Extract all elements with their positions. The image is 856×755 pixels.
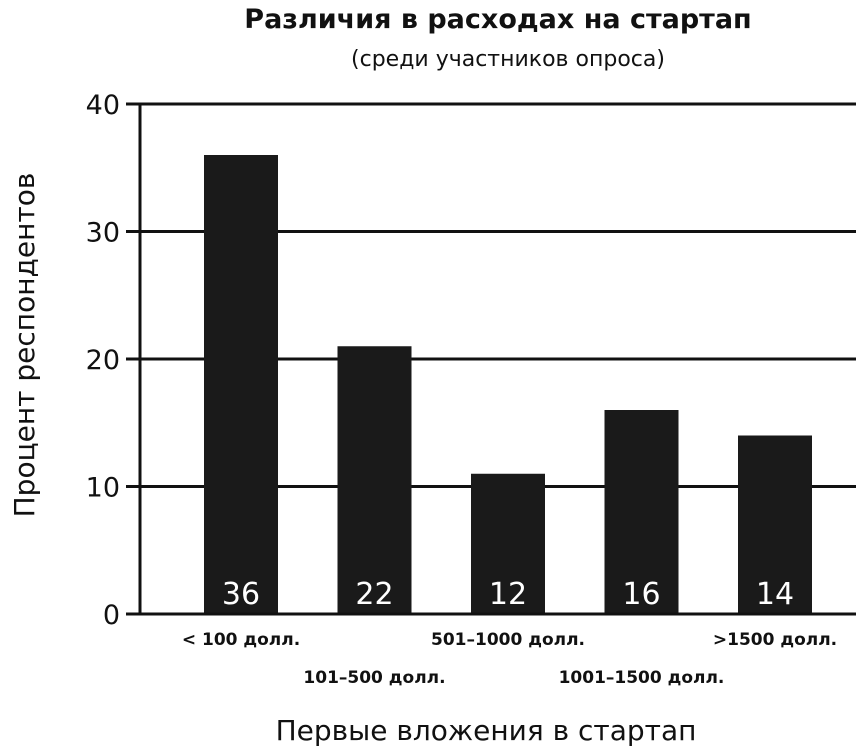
y-tick-label: 10 (86, 473, 120, 504)
x-tick-labels: < 100 долл.101–500 долл. 501–1000 долл. 10… (182, 630, 837, 688)
x-axis-label: Первые вложения в стартап (276, 714, 697, 747)
bar (604, 410, 679, 614)
y-tick-label: 40 (86, 90, 120, 121)
bar-value-label: 22 (355, 577, 393, 612)
bar-value-label: 14 (756, 577, 794, 612)
bar-value-label: 36 (222, 577, 260, 612)
x-tick-label: 101–500 долл. (303, 668, 445, 688)
bar (738, 435, 812, 614)
bar-value-label: 16 (622, 577, 660, 612)
bar-value-label: 12 (489, 577, 527, 612)
bar (337, 346, 412, 614)
y-tick-label: 30 (86, 218, 120, 249)
x-tick-label: 1001–1500 долл. (559, 668, 725, 688)
chart-subtitle: (среди участников опроса) (351, 47, 665, 72)
x-tick-label: 501–1000 долл. (431, 630, 585, 650)
chart-title: Различия в расходах на стартап (244, 4, 751, 35)
data-labels: 36 22 12 16 14 (222, 577, 794, 612)
x-tick-label: >1500 долл. (713, 630, 837, 650)
bar (471, 473, 545, 614)
y-axis-label: Процент респондентов (8, 173, 41, 518)
y-tick-label: 0 (103, 600, 120, 631)
bars (204, 155, 812, 614)
x-tick-label: < 100 долл. (182, 630, 300, 650)
bar (204, 155, 278, 614)
y-tick-label: 20 (86, 345, 120, 376)
y-ticks: 0 10 20 30 40 (86, 90, 140, 631)
